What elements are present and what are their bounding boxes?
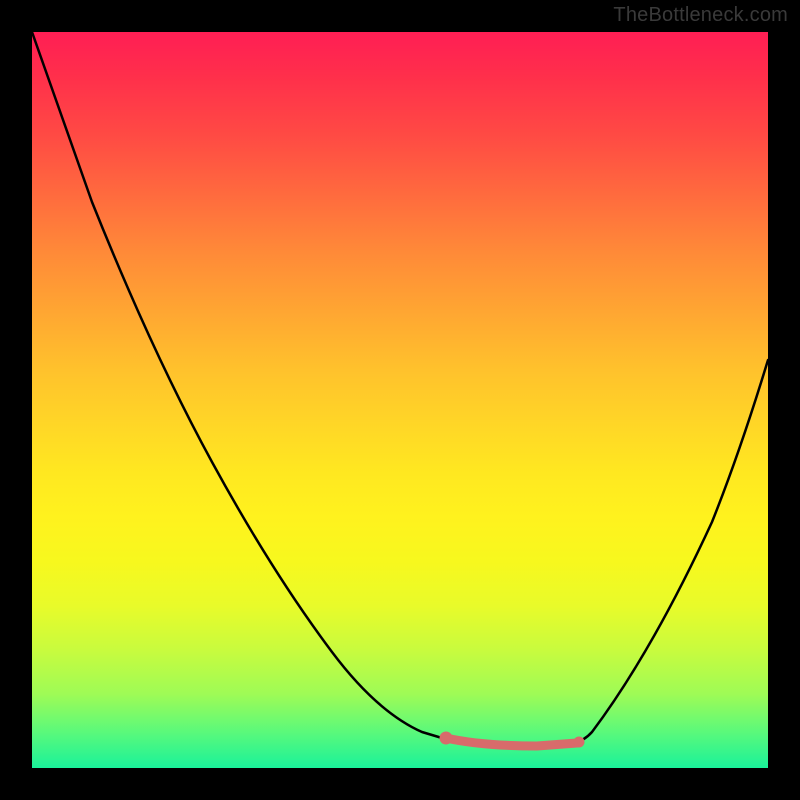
watermark-text: TheBottleneck.com — [613, 4, 788, 27]
chart-root: TheBottleneck.com — [0, 0, 800, 800]
valley-end-marker — [574, 737, 585, 748]
plot-frame — [32, 32, 768, 768]
curve-svg — [32, 32, 768, 768]
bottleneck-curve — [32, 32, 768, 746]
valley-start-marker — [440, 732, 453, 745]
valley-highlight — [446, 738, 577, 746]
